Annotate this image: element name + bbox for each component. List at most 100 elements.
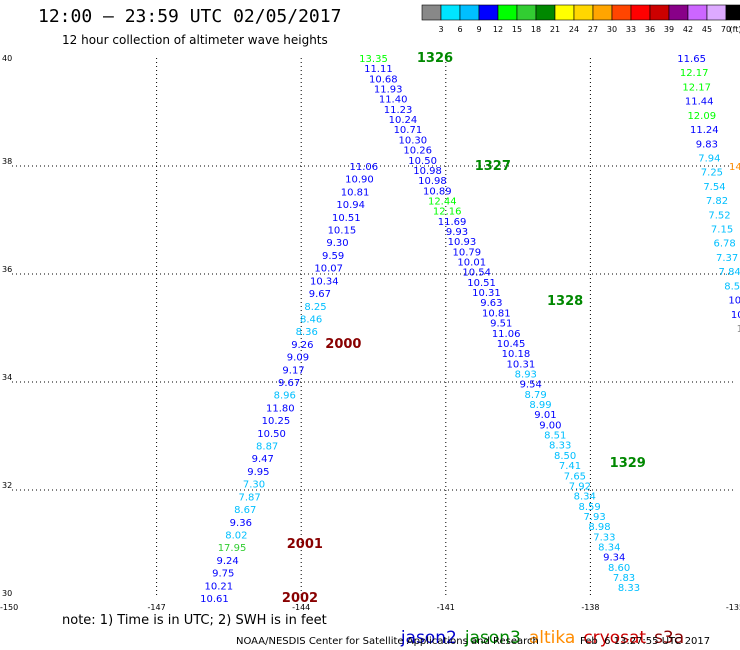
colorbar-label: 6 <box>457 25 462 34</box>
wave-height-point: 12.17 <box>680 68 709 79</box>
wave-height-point: 8.87 <box>256 442 278 453</box>
colorbar-swatch <box>478 4 499 21</box>
pass-label: 2000 <box>325 337 361 352</box>
grid <box>12 58 735 598</box>
wave-height-point: 8.98 <box>588 522 610 533</box>
wave-height-point: 10.89 <box>423 186 452 197</box>
legend-jason2: jason2 <box>400 628 457 648</box>
colorbar-swatch <box>440 4 461 21</box>
wave-height-point: 8.50 <box>554 451 576 462</box>
wave-height-point: 10.45 <box>497 339 526 350</box>
y-tick-label: 32 <box>2 481 12 490</box>
wave-height-point: 10 <box>728 296 740 307</box>
y-tick-label: 38 <box>2 157 12 166</box>
wave-height-point: 7.94 <box>698 153 720 164</box>
wave-height-point: 11.23 <box>384 105 413 116</box>
wave-height-point: 8.93 <box>515 369 537 380</box>
credit: NOAA/NESDIS Center for Satellite Applica… <box>236 636 539 647</box>
y-tick-label: 40 <box>2 54 12 63</box>
wave-height-point: 8.34 <box>574 492 596 503</box>
wave-height-point: 7.33 <box>593 532 615 543</box>
wave-height-point: 9.93 <box>446 227 468 238</box>
wave-height-point: 10.50 <box>257 429 286 440</box>
wave-height-point: 11.65 <box>677 54 706 65</box>
y-tick-label: 34 <box>2 373 12 382</box>
wave-height-point: 10.51 <box>332 213 361 224</box>
wave-height-point: 9.17 <box>282 365 304 376</box>
wave-height-point: 8.34 <box>598 542 620 553</box>
colorbar-label: 3 <box>438 25 443 34</box>
wave-height-point: 1 <box>737 324 740 335</box>
footnote: note: 1) Time is in UTC; 2) SWH is in fe… <box>62 613 327 628</box>
colorbar-label: 39 <box>664 25 674 34</box>
wave-height-point: 11.93 <box>374 85 403 96</box>
pass-label: 1326 <box>417 51 453 66</box>
wave-height-point: 7.83 <box>613 573 635 584</box>
wave-height-point: 10.30 <box>398 135 427 146</box>
wave-height-point: 7.93 <box>583 512 605 523</box>
wave-height-point: 8.60 <box>608 563 630 574</box>
wave-height-point: 10.25 <box>262 416 291 427</box>
wave-height-point: 10.81 <box>482 308 511 319</box>
colorbar-label: 24 <box>569 25 579 34</box>
wave-height-point: 7.84 <box>719 267 740 278</box>
x-tick-label: -138 <box>581 603 599 612</box>
wave-height-point: 9.51 <box>490 319 512 330</box>
wave-height-point: 11.40 <box>379 95 408 106</box>
satellite-legend: jason2 jason3 altika cryosat s3a <box>390 608 692 648</box>
wave-height-point: 7.92 <box>569 481 591 492</box>
wave-height-point: 12.44 <box>428 196 457 207</box>
wave-height-point: 10.34 <box>310 276 339 287</box>
pass-label: 1327 <box>475 159 511 174</box>
wave-height-point: 8.59 <box>579 502 601 513</box>
colorbar-swatch <box>535 4 556 21</box>
wave-height-point: 12.16 <box>433 207 462 218</box>
colorbar-swatch <box>573 4 594 21</box>
x-tick-label: -150 <box>0 603 18 612</box>
colorbar-swatch <box>554 4 575 21</box>
colorbar-swatch <box>649 4 670 21</box>
wave-height-point: 10.94 <box>336 200 365 211</box>
y-tick-label: 36 <box>2 265 12 274</box>
pass-label: 1328 <box>547 294 583 309</box>
colorbar-swatch <box>421 4 442 21</box>
colorbar-label: (ft) <box>729 25 740 34</box>
wave-height-point: 9.24 <box>216 556 238 567</box>
wave-height-point: 10.81 <box>341 187 370 198</box>
wave-height-point: 11.06 <box>492 329 521 340</box>
wave-height-point: 9.95 <box>247 467 269 478</box>
wave-height-point: 10.24 <box>389 115 418 126</box>
wave-height-point: 8.33 <box>549 441 571 452</box>
wave-height-point: 10.15 <box>328 226 357 237</box>
wave-height-point: 9.30 <box>326 238 348 249</box>
colorbar-label: 21 <box>550 25 560 34</box>
wave-height-point: 7.52 <box>708 210 730 221</box>
wave-height-point: 8.79 <box>524 390 546 401</box>
wave-height-point: 10 <box>731 310 740 321</box>
colorbar-swatch <box>611 4 632 21</box>
wave-height-point: 12.17 <box>682 82 711 93</box>
wave-height-point: 9.36 <box>230 518 252 529</box>
colorbar-label: 30 <box>607 25 617 34</box>
wave-height-point: 9.67 <box>309 289 331 300</box>
colorbar-label: 42 <box>683 25 693 34</box>
wave-height-point: 13.35 <box>359 54 388 65</box>
wave-height-point: 9.75 <box>212 569 234 580</box>
legend-cryosat: cryosat <box>583 628 647 648</box>
wave-height-point: 17.95 <box>218 543 247 554</box>
axis-ticks: -150 -147 -144 -141 -138 -135 30 32 34 36 38 40 <box>0 54 740 612</box>
colorbar-swatch <box>668 4 689 21</box>
wave-height-point: 11.11 <box>364 64 393 75</box>
colorbar-label: 12 <box>493 25 503 34</box>
wave-height-point: 7.87 <box>238 492 260 503</box>
wave-height-point: 7.65 <box>564 471 586 482</box>
colorbar-label: 36 <box>645 25 655 34</box>
colorbar-label: 9 <box>476 25 481 34</box>
wave-height-point: 6.78 <box>713 239 735 250</box>
wave-height-point: 10.54 <box>462 268 491 279</box>
wave-height-point: 10.18 <box>502 349 531 360</box>
x-tick-label: -135 <box>726 603 740 612</box>
pass-label: 1329 <box>610 456 646 471</box>
wave-height-point: 10.79 <box>453 247 482 258</box>
